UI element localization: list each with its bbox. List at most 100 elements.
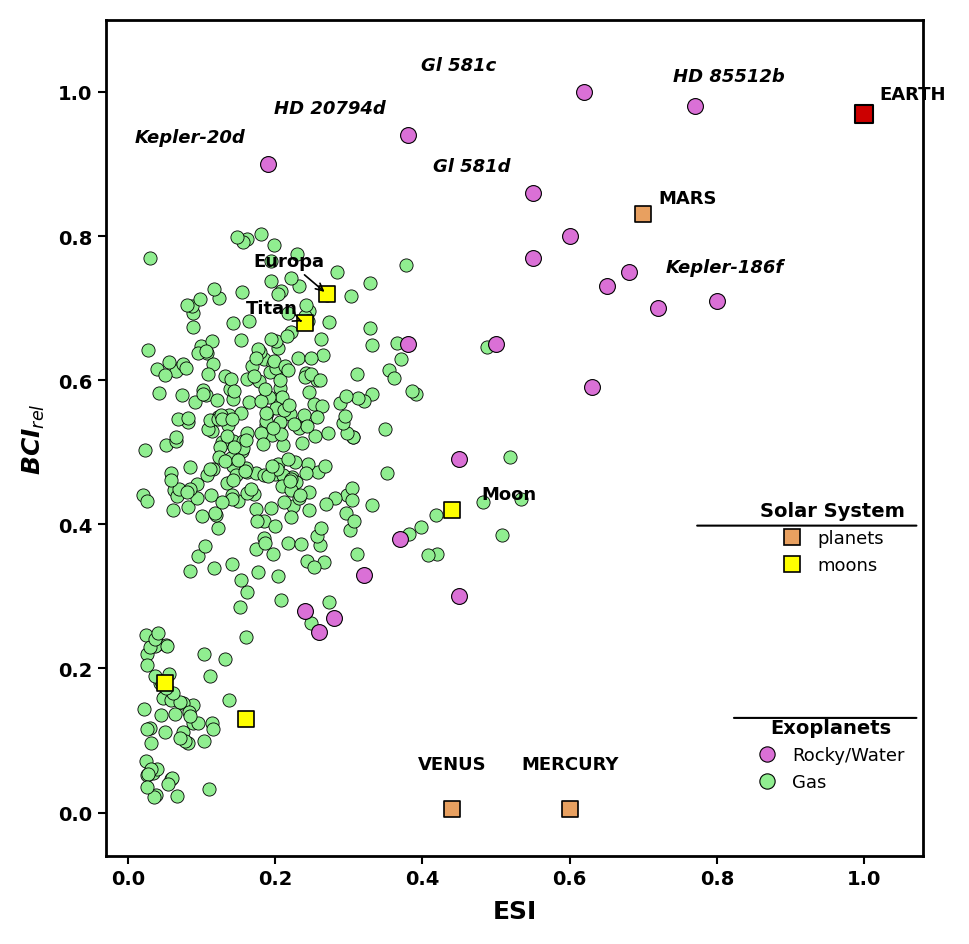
Point (280, 306, 296, 321)
Point (174, 388, 190, 403)
Point (202, 413, 217, 429)
Point (286, 499, 301, 514)
Point (513, 492, 528, 507)
Point (245, 487, 261, 502)
Point (140, 780, 155, 795)
Point (206, 282, 222, 297)
Point (314, 399, 329, 414)
Point (157, 676, 172, 691)
Point (289, 246, 304, 261)
Point (163, 693, 178, 708)
Point (293, 537, 308, 552)
Text: Kepler-186f: Kepler-186f (665, 259, 783, 277)
Point (263, 254, 278, 269)
Point (233, 572, 248, 587)
Point (179, 485, 195, 500)
Point (265, 548, 280, 563)
Point (317, 459, 332, 474)
Point (248, 466, 264, 481)
Point (293, 488, 308, 503)
Point (686, 100, 702, 115)
Point (283, 271, 298, 286)
Point (389, 336, 404, 351)
Text: Moon: Moon (481, 485, 536, 503)
Point (219, 477, 234, 492)
Point (282, 407, 297, 422)
Point (142, 251, 158, 266)
Point (265, 459, 280, 474)
Point (210, 410, 226, 425)
Point (225, 459, 240, 474)
Point (190, 549, 205, 565)
Point (291, 421, 306, 436)
Point (303, 367, 319, 382)
Point (148, 638, 164, 653)
Point (494, 528, 510, 543)
Point (142, 720, 158, 735)
Point (165, 686, 180, 701)
Point (147, 668, 163, 683)
Point (255, 437, 270, 452)
Point (181, 705, 197, 720)
Point (150, 626, 166, 641)
Point (335, 416, 351, 431)
Point (708, 294, 724, 309)
Point (195, 383, 210, 398)
Point (230, 494, 245, 509)
Point (300, 304, 316, 319)
Point (326, 611, 341, 626)
Point (210, 521, 226, 536)
Point (199, 468, 214, 483)
Point (298, 554, 314, 569)
Point (147, 788, 163, 803)
Point (161, 777, 176, 792)
Point (257, 382, 272, 397)
Text: Kepler-20d: Kepler-20d (135, 128, 245, 147)
Point (276, 495, 292, 510)
Point (180, 414, 196, 430)
Point (281, 398, 297, 413)
Point (153, 674, 169, 689)
Point (136, 488, 151, 503)
Point (258, 418, 273, 433)
Point (239, 464, 255, 480)
Point (635, 208, 650, 223)
Point (244, 360, 260, 375)
Point (139, 767, 154, 783)
Point (283, 325, 298, 340)
Point (272, 373, 288, 388)
Point (217, 652, 233, 667)
Point (420, 548, 435, 564)
Point (209, 393, 225, 408)
Point (300, 314, 316, 329)
Point (212, 410, 228, 425)
Point (248, 501, 264, 516)
Point (253, 228, 268, 243)
Point (182, 482, 198, 497)
Point (174, 357, 190, 372)
Point (170, 362, 185, 378)
Point (201, 782, 216, 797)
Point (310, 465, 326, 480)
Point (307, 430, 323, 445)
Point (404, 384, 420, 399)
Point (230, 453, 245, 468)
Text: Europa: Europa (253, 253, 324, 292)
Point (257, 536, 272, 551)
Point (298, 298, 314, 313)
Point (397, 259, 413, 274)
Point (363, 338, 379, 353)
Point (273, 390, 289, 405)
Point (272, 593, 288, 608)
Point (302, 351, 318, 366)
Point (300, 457, 316, 472)
Point (297, 310, 312, 325)
Point (204, 357, 220, 372)
Point (225, 473, 240, 488)
Point (263, 275, 278, 290)
Point (264, 428, 279, 443)
Point (319, 497, 334, 513)
Point (214, 413, 230, 428)
Point (284, 470, 299, 485)
Point (267, 518, 283, 533)
